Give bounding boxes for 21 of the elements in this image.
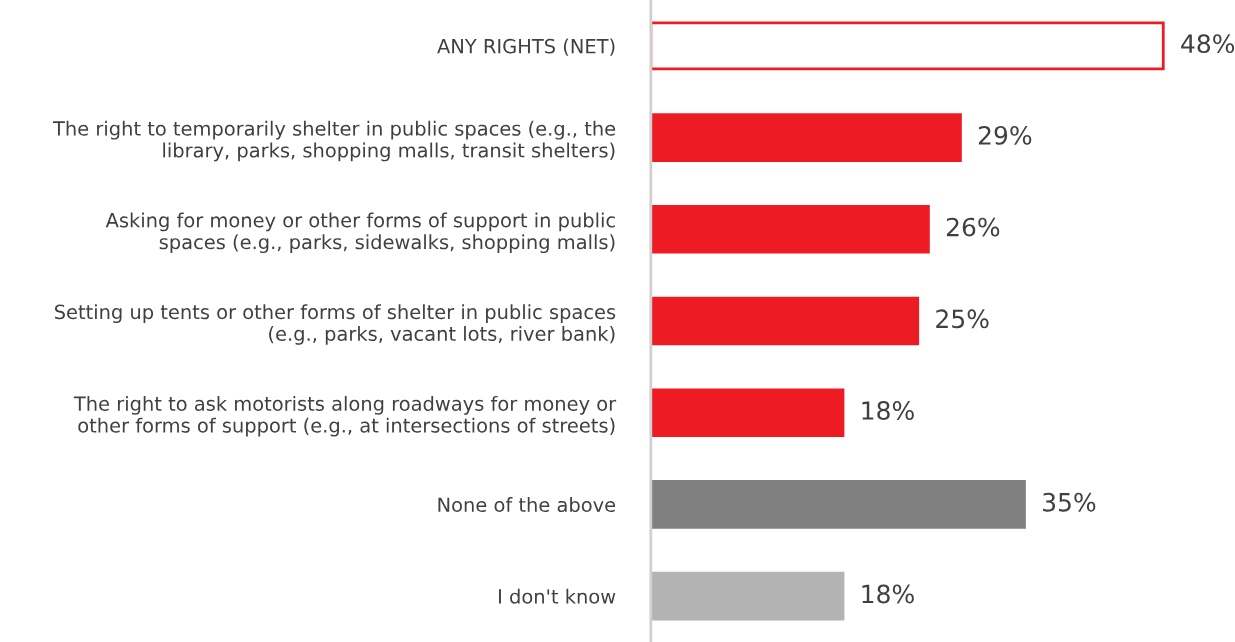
- bar: [650, 296, 920, 346]
- data-label: 18%: [862, 584, 914, 604]
- data-label: 26%: [946, 217, 1000, 237]
- data-label: 29%: [978, 125, 1032, 145]
- y-tick-label: None of the above: [438, 497, 616, 513]
- y-tick-label: Setting up tents or other forms of shelter in public spaces (e.g., parks, vacant lots, river bank): [54, 304, 616, 345]
- data-label: 18%: [862, 401, 914, 420]
- bar: [650, 480, 1026, 529]
- y-tick-label: The right to ask motorists along roadways for money or other forms of support (e.g., at intersections of streets): [73, 395, 617, 437]
- bar: [650, 204, 930, 254]
- bar: [650, 571, 845, 621]
- data-label: 25%: [936, 309, 989, 329]
- y-tick-label: Asking for money or other forms of support in public spaces (e.g., parks, sidewalks, shopping malls): [105, 212, 615, 254]
- data-label: 35%: [1043, 492, 1096, 512]
- bar: [650, 388, 845, 438]
- y-tick-label: ANY RIGHTS (NET): [437, 38, 615, 56]
- y-tick-label: I don't know: [499, 588, 616, 604]
- data-label: 48%: [1181, 34, 1235, 54]
- bar: [650, 21, 1165, 71]
- bar: [650, 113, 962, 162]
- y-tick-label: The right to temporarily shelter in public spaces (e.g., the library, parks, shopping malls, transit shelters): [52, 120, 616, 162]
